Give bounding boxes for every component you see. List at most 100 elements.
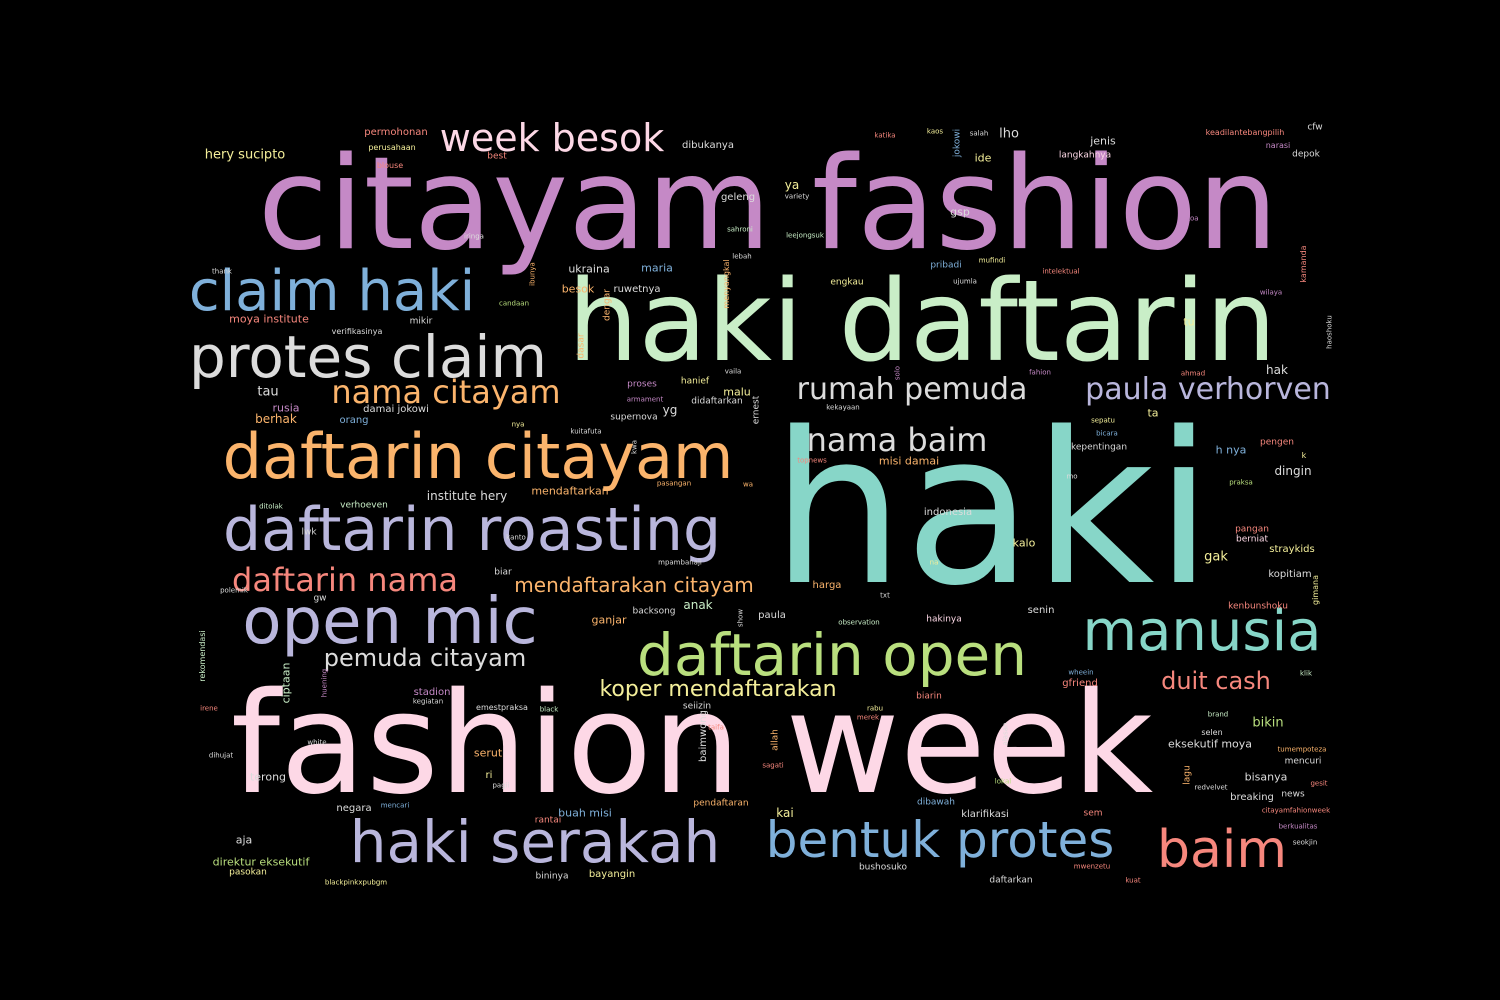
word: engkau bbox=[830, 277, 864, 288]
word: ruwetnya bbox=[613, 284, 661, 295]
word: bushosuko bbox=[858, 862, 908, 873]
word: show bbox=[736, 608, 745, 628]
word: hery sucipto bbox=[204, 147, 286, 163]
word: eksekutif moya bbox=[1167, 737, 1253, 751]
word: institute hery bbox=[426, 489, 508, 503]
word: kuitafuta bbox=[570, 427, 602, 436]
word: mpambanaji bbox=[658, 558, 702, 567]
word: permohonan bbox=[364, 127, 428, 138]
word: haoshoku bbox=[1325, 315, 1334, 349]
word: koper mendaftarakan bbox=[599, 677, 837, 702]
word: indonesia bbox=[923, 507, 973, 518]
word: haki serakah bbox=[349, 808, 721, 876]
word: geleng bbox=[720, 192, 756, 203]
word: dengar bbox=[602, 289, 613, 321]
word: best bbox=[487, 151, 507, 162]
word: pagii bbox=[492, 781, 510, 790]
word: besok bbox=[561, 282, 595, 296]
word: black bbox=[539, 705, 559, 714]
word: terong bbox=[249, 770, 287, 784]
word: thank bbox=[212, 267, 232, 276]
word: cfw bbox=[1307, 122, 1323, 133]
word: blouse bbox=[376, 161, 404, 170]
word: haki bbox=[771, 387, 1213, 632]
word: mencari bbox=[380, 801, 410, 810]
word: kopitiam bbox=[1268, 569, 1312, 580]
word: h nya bbox=[1215, 443, 1247, 457]
word: kai bbox=[776, 806, 794, 820]
word: hakinya bbox=[926, 614, 962, 625]
word: candaan bbox=[498, 299, 530, 308]
word: breaking bbox=[1230, 792, 1274, 803]
word: maria bbox=[641, 261, 673, 275]
word: gfriend bbox=[1062, 678, 1098, 689]
word: paula bbox=[758, 610, 786, 621]
word: jokowi bbox=[952, 128, 963, 158]
word: anak bbox=[683, 598, 713, 612]
word: rantai bbox=[534, 815, 562, 826]
word: mwenzetu bbox=[1073, 862, 1111, 871]
word: lwk bbox=[301, 527, 317, 538]
word: brand bbox=[1207, 710, 1229, 719]
word: dibawah bbox=[916, 797, 956, 808]
word: lebah bbox=[732, 252, 752, 261]
word: allah bbox=[770, 729, 781, 751]
word: buah misi bbox=[558, 806, 612, 820]
word: malu bbox=[723, 385, 751, 399]
word: ernest bbox=[751, 395, 762, 425]
word: kegiatan bbox=[412, 697, 444, 706]
word: duit cash bbox=[1161, 667, 1271, 695]
word: yg bbox=[662, 403, 678, 417]
word: taifa bbox=[708, 723, 724, 732]
word: wa bbox=[742, 480, 754, 489]
word: nama baim bbox=[806, 421, 988, 459]
word: manusia bbox=[1082, 599, 1322, 664]
word: gak bbox=[1204, 549, 1228, 565]
word: ujumla bbox=[953, 277, 977, 286]
word: kenbunshoku bbox=[1228, 601, 1288, 612]
word: negara bbox=[336, 803, 372, 814]
word: sepatu bbox=[1091, 416, 1115, 425]
word: mkoa bbox=[1179, 214, 1199, 223]
word: kamanda bbox=[1299, 245, 1308, 283]
word: dihujat bbox=[208, 751, 234, 760]
word: huening bbox=[320, 668, 329, 698]
word: pribadi bbox=[930, 260, 962, 271]
word: ciptaan bbox=[279, 662, 293, 704]
word: misi damai bbox=[878, 454, 940, 468]
word: seokjin bbox=[1292, 838, 1318, 847]
word: ganjar bbox=[591, 613, 627, 627]
word: bayangin bbox=[588, 869, 636, 880]
word: praksa bbox=[1229, 478, 1253, 487]
word: k bbox=[1301, 451, 1307, 460]
word: dingin bbox=[1274, 464, 1312, 478]
word: narasi bbox=[1265, 141, 1291, 150]
word: rekomendasi bbox=[198, 630, 207, 682]
word: citayam fashion bbox=[257, 130, 1279, 279]
word: salah bbox=[969, 129, 989, 138]
word: bininya bbox=[535, 871, 569, 882]
word: baimwong bbox=[698, 710, 709, 762]
word: irene bbox=[200, 704, 218, 713]
word: bentuk protes bbox=[765, 811, 1115, 869]
word: harga bbox=[812, 580, 842, 591]
word: hanief bbox=[680, 376, 710, 387]
word: gesit bbox=[1310, 779, 1328, 788]
word: mencuri bbox=[1284, 756, 1322, 767]
word: solo bbox=[893, 365, 902, 381]
word: claim haki bbox=[188, 259, 476, 324]
word: nama citayam bbox=[331, 373, 561, 411]
word: gimana bbox=[1311, 575, 1320, 605]
word: fahion bbox=[1029, 368, 1051, 377]
word: tumempoteza bbox=[1277, 745, 1327, 754]
word: polemik bbox=[220, 586, 248, 595]
word: gw bbox=[313, 593, 327, 604]
word: ibunya bbox=[528, 262, 537, 286]
word: merek bbox=[856, 713, 880, 722]
word: lagu bbox=[1182, 765, 1193, 785]
word: verhoeven bbox=[340, 500, 388, 511]
word: ukraina bbox=[568, 262, 610, 276]
word: pemuda citayam bbox=[323, 644, 527, 672]
word: seiizin bbox=[682, 701, 712, 712]
word: citayamfahionweek bbox=[1261, 806, 1331, 815]
